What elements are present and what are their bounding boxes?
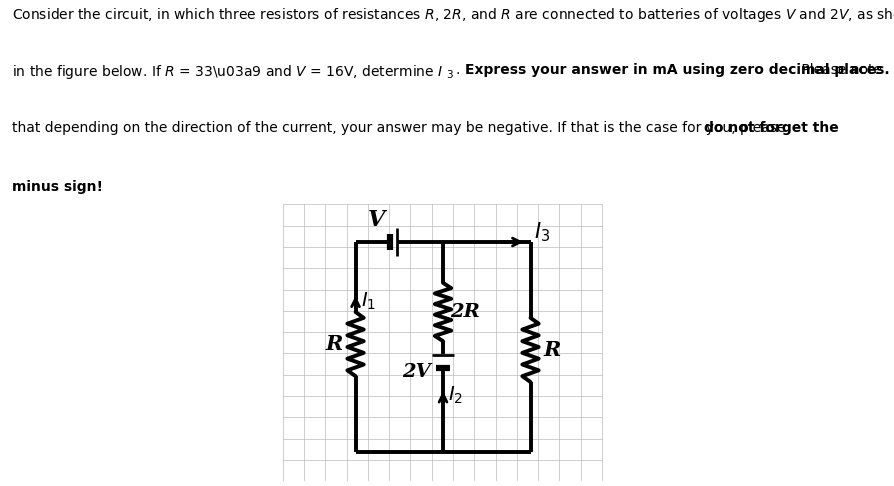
- Text: Please note: Please note: [797, 63, 881, 77]
- Text: do not forget the: do not forget the: [704, 121, 839, 135]
- Text: Consider the circuit, in which three resistors of resistances $R$, $2R$, and $R$: Consider the circuit, in which three res…: [12, 6, 894, 24]
- Text: V: V: [367, 209, 384, 231]
- Text: Express your answer in mA using zero decimal places.: Express your answer in mA using zero dec…: [464, 63, 888, 77]
- Text: $I_3$: $I_3$: [534, 220, 550, 243]
- Text: minus sign!: minus sign!: [12, 180, 103, 194]
- Text: 2V: 2V: [402, 363, 431, 381]
- Text: 3: 3: [446, 70, 452, 80]
- Text: that depending on the direction of the current, your answer may be negative. If : that depending on the direction of the c…: [12, 121, 789, 135]
- Text: R: R: [325, 334, 342, 354]
- Text: $I_2$: $I_2$: [448, 385, 463, 406]
- Text: $I_1$: $I_1$: [360, 290, 375, 312]
- Text: 2R: 2R: [450, 303, 479, 321]
- Text: .: .: [456, 63, 465, 77]
- Text: in the figure below. If $R$ = 33\u03a9 and $V$ = 16V, determine $I$: in the figure below. If $R$ = 33\u03a9 a…: [12, 63, 443, 81]
- Text: R: R: [543, 340, 561, 360]
